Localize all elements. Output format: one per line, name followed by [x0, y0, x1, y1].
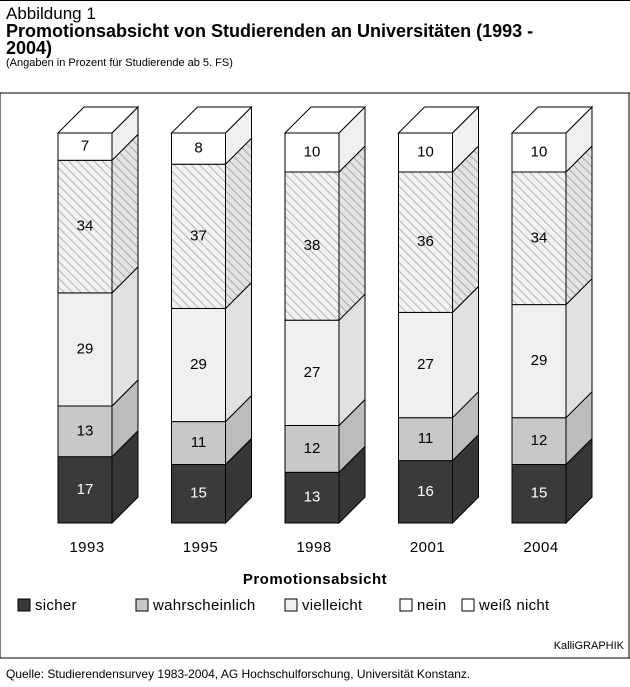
- data-label: 16: [417, 483, 434, 500]
- legend-label: weiß nicht: [478, 597, 550, 614]
- bar-side-shade: [452, 107, 479, 172]
- data-label: 11: [191, 434, 207, 451]
- bar-side-shade: [112, 266, 138, 406]
- x-tick-label: 1995: [183, 539, 218, 556]
- bar-side-shade: [566, 438, 592, 523]
- bar-side-shade: [225, 438, 252, 523]
- bar-side-shade: [339, 294, 365, 426]
- data-label: 13: [304, 489, 321, 506]
- bar-segment: [171, 132, 226, 165]
- x-tick-label: 2004: [523, 539, 558, 556]
- data-label: 10: [304, 143, 321, 160]
- bar-top: [397, 106, 480, 134]
- bar-segment: [511, 464, 567, 524]
- bar-top: [510, 106, 594, 134]
- credit: KalliGRAPHIK: [554, 640, 625, 652]
- data-label: 38: [304, 237, 321, 254]
- legend-title: Promotionsabsicht: [243, 571, 387, 588]
- data-label: 27: [304, 364, 321, 381]
- chart-title: Promotionsabsicht von Studierenden an Un…: [6, 21, 534, 58]
- bar-side-shade: [566, 278, 592, 418]
- data-label: 12: [304, 440, 321, 457]
- bar-side-shade: [339, 146, 365, 321]
- data-label: 17: [77, 481, 94, 498]
- bar-top: [56, 106, 140, 134]
- x-tick-label: 1993: [69, 539, 104, 556]
- bar-segment: [511, 304, 567, 419]
- data-label: 15: [531, 485, 548, 502]
- data-label: 36: [417, 233, 434, 250]
- bar-side-shade: [225, 107, 252, 165]
- bar-segment: [171, 421, 226, 466]
- bar-side-shade: [225, 282, 252, 422]
- data-label: 13: [77, 422, 94, 439]
- data-label: 34: [77, 218, 94, 235]
- bar-segment: [284, 471, 340, 524]
- bar-segment: [171, 163, 226, 309]
- x-tick-label: 1998: [296, 539, 331, 556]
- bar-segment: [398, 417, 453, 462]
- data-label: 15: [190, 485, 207, 502]
- legend-swatch: [17, 598, 31, 612]
- header: Abbildung 1 Promotionsabsicht von Studie…: [0, 0, 630, 92]
- bar-segment: [398, 460, 453, 524]
- bar-segment: [511, 171, 567, 306]
- bar-segment: [511, 417, 567, 466]
- bar-segment: [57, 159, 113, 294]
- bar-side-shade: [452, 286, 479, 418]
- bar-side-shade: [566, 146, 592, 305]
- data-label: 12: [531, 432, 548, 449]
- data-label: 7: [81, 138, 89, 155]
- bar-side-shade: [225, 395, 252, 465]
- data-label: 29: [531, 352, 548, 369]
- bar-side-shade: [339, 446, 365, 523]
- data-label: 34: [531, 229, 548, 246]
- source: Quelle: Studierendensurvey 1983-2004, AG…: [6, 667, 470, 681]
- bar-side-shade: [339, 107, 365, 172]
- bar-side-shade: [452, 391, 479, 461]
- data-label: 29: [190, 356, 207, 373]
- bar-segment: [398, 171, 453, 313]
- data-label: 37: [190, 227, 207, 244]
- legend-swatch: [461, 598, 475, 612]
- legend-swatch: [135, 598, 149, 612]
- figure-label: Abbildung 1: [6, 4, 96, 23]
- bar-side-shade: [566, 391, 592, 465]
- bar-side-shade: [112, 107, 138, 161]
- x-tick-label: 2001: [410, 539, 445, 556]
- data-label: 27: [417, 356, 434, 373]
- bar-side-shade: [452, 434, 479, 523]
- bar-side-shade: [566, 107, 592, 172]
- legend-label: nein: [417, 597, 447, 614]
- bar-top: [283, 106, 367, 134]
- bar-segment: [57, 456, 113, 524]
- bar-side-shade: [112, 430, 138, 523]
- chart-subtitle: (Angaben in Prozent für Studierende ab 5…: [6, 57, 233, 69]
- data-label: 10: [417, 143, 434, 160]
- bar-segment: [284, 132, 340, 173]
- bar-side-shade: [112, 380, 138, 457]
- data-label: 8: [194, 140, 202, 157]
- data-label: 11: [418, 430, 434, 447]
- bar-segment: [171, 464, 226, 524]
- bar-segment: [57, 405, 113, 458]
- legend-label: vielleicht: [302, 597, 363, 614]
- bar-side-shade: [339, 399, 365, 473]
- legend-label: wahrscheinlich: [152, 597, 256, 614]
- legend-swatch: [399, 598, 413, 612]
- bar-side-shade: [112, 134, 138, 293]
- bar-segment: [57, 132, 113, 161]
- bar-segment: [284, 425, 340, 473]
- legend-swatch: [284, 598, 298, 612]
- bar-side-shade: [225, 138, 252, 309]
- bar-segment: [398, 132, 453, 173]
- bar-top: [170, 106, 253, 134]
- data-label: 29: [77, 340, 94, 357]
- bar-side-shade: [452, 146, 479, 313]
- data-label: 10: [531, 143, 548, 160]
- legend-label: sicher: [35, 597, 77, 614]
